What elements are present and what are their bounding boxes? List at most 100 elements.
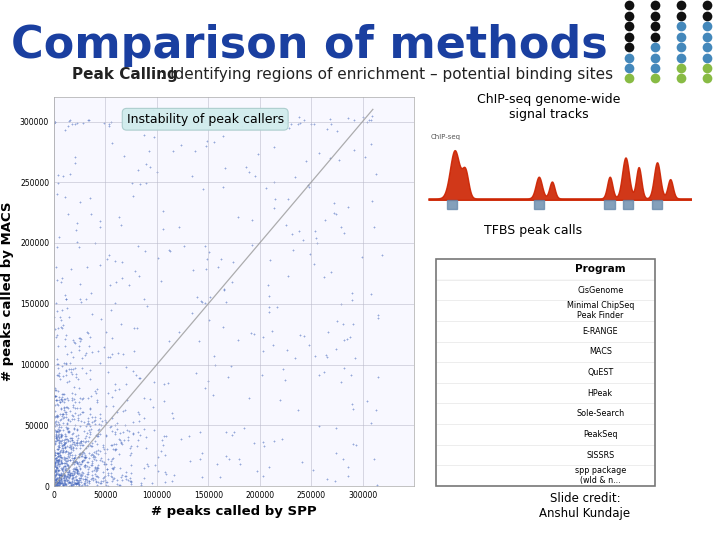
Point — [102, 481, 114, 490]
Point — [228, 112, 240, 121]
Point — [209, 352, 220, 360]
Point — [156, 277, 167, 286]
Point — [112, 348, 124, 357]
Point — [233, 213, 244, 221]
Point — [305, 120, 317, 129]
Point — [199, 116, 210, 124]
Point — [139, 117, 150, 125]
Point — [98, 445, 109, 454]
Point — [76, 447, 88, 456]
Point — [94, 217, 106, 226]
Point — [87, 453, 99, 461]
Point — [59, 462, 71, 471]
Point — [72, 478, 84, 487]
Point — [257, 347, 269, 355]
Point — [269, 177, 280, 186]
Point — [107, 392, 118, 401]
Point — [57, 441, 68, 450]
Point — [60, 402, 72, 411]
Point — [78, 426, 90, 435]
Point — [71, 480, 82, 489]
Point — [49, 477, 60, 486]
Point — [55, 394, 67, 403]
Point — [76, 416, 87, 425]
Point — [58, 359, 69, 367]
Point — [161, 470, 172, 478]
Point — [62, 210, 73, 218]
Point — [49, 438, 60, 447]
Point — [268, 118, 279, 126]
Point — [53, 478, 65, 487]
Point — [86, 450, 98, 458]
Point — [50, 466, 62, 475]
Point — [57, 481, 68, 489]
Point — [95, 454, 107, 462]
Point — [49, 475, 60, 483]
Point — [53, 476, 65, 485]
Point — [365, 289, 377, 298]
Point — [120, 406, 131, 415]
Point — [141, 302, 153, 310]
Point — [66, 451, 78, 460]
Point — [94, 447, 106, 455]
Point — [86, 310, 97, 319]
Point — [59, 456, 71, 465]
Point — [55, 414, 66, 423]
Point — [68, 474, 79, 482]
Point — [89, 417, 100, 426]
Point — [91, 463, 103, 471]
Point — [52, 459, 63, 468]
Point — [50, 117, 61, 126]
Point — [120, 475, 132, 484]
Point — [59, 430, 71, 439]
Point — [86, 474, 97, 483]
Point — [79, 454, 91, 463]
Point — [53, 476, 65, 484]
Point — [58, 403, 70, 412]
Point — [190, 369, 202, 377]
Point — [76, 470, 87, 478]
Point — [109, 257, 121, 266]
Point — [58, 440, 70, 449]
Point — [63, 427, 74, 435]
Point — [71, 476, 82, 484]
Point — [66, 434, 78, 442]
Point — [67, 454, 78, 462]
Point — [56, 412, 68, 421]
Point — [68, 480, 80, 488]
Point — [258, 442, 270, 450]
Point — [348, 145, 359, 154]
Point — [51, 481, 63, 489]
Point — [76, 471, 88, 480]
Point — [57, 409, 68, 418]
Point — [113, 449, 125, 458]
Point — [53, 481, 65, 489]
Point — [53, 455, 65, 464]
Point — [80, 453, 91, 462]
Point — [82, 394, 94, 403]
Point — [263, 302, 274, 311]
Point — [285, 120, 297, 129]
Point — [217, 323, 228, 332]
Point — [99, 476, 111, 484]
Point — [95, 420, 107, 429]
Point — [109, 380, 120, 388]
Point — [57, 410, 68, 418]
Point — [64, 479, 76, 488]
Point — [71, 466, 83, 475]
Point — [50, 434, 62, 443]
Point — [338, 363, 350, 372]
Point — [64, 478, 76, 487]
Point — [50, 463, 62, 472]
Point — [73, 453, 84, 462]
Point — [63, 448, 74, 456]
Point — [83, 477, 94, 486]
Point — [86, 450, 98, 459]
Point — [53, 370, 64, 379]
Point — [50, 396, 62, 404]
Point — [54, 313, 66, 321]
Point — [264, 307, 275, 316]
Point — [91, 440, 103, 449]
Point — [125, 477, 137, 485]
Point — [55, 395, 66, 403]
